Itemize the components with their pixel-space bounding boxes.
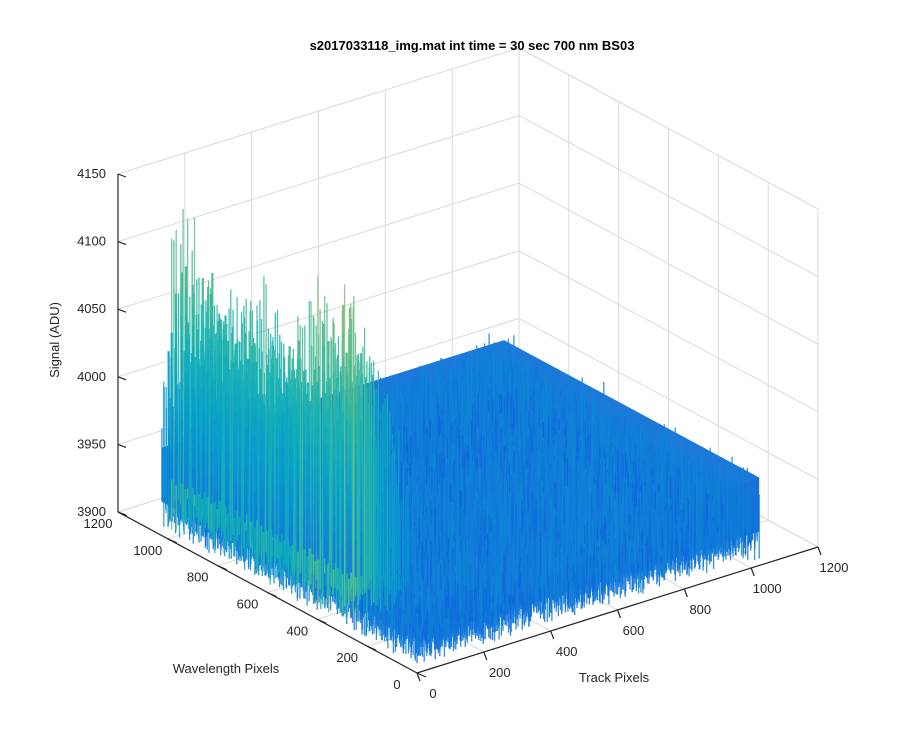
wall-grid-line <box>518 317 819 480</box>
x-tick-label: 800 <box>689 602 711 617</box>
x-tick-mark <box>750 567 755 577</box>
surface-strokes <box>263 430 685 635</box>
x-tick-mark <box>616 609 622 619</box>
y-tick-mark <box>167 538 178 544</box>
surface-strokes <box>446 446 625 556</box>
tick-labels: 0 200 400 600 800 1000 1200 0 200 400 600 800 1000 12… <box>77 166 848 701</box>
surface-strokes <box>538 423 714 521</box>
wall-grid-line <box>518 115 819 278</box>
z-tick-mark <box>117 308 127 313</box>
wall-grid-line <box>117 115 520 243</box>
surface <box>161 208 760 664</box>
chart-title: s2017033118_img.mat int time = 30 sec 70… <box>310 38 635 53</box>
z-tick-label: 4050 <box>77 301 106 316</box>
z-axis-label: Signal (ADU) <box>47 302 62 378</box>
axes <box>117 173 822 682</box>
y-tick-label: 600 <box>237 597 259 612</box>
wall-grid-line <box>518 182 819 345</box>
x-tick-label: 400 <box>556 644 578 659</box>
x-tick-mark <box>416 672 421 682</box>
surface-strokes <box>268 422 719 602</box>
x-tick-label: 0 <box>429 686 436 701</box>
wall-grid-line <box>518 47 819 210</box>
x-tick-mark <box>483 651 488 661</box>
x-tick-mark <box>683 588 688 598</box>
x-tick-mark <box>817 546 822 556</box>
y-tick-label: 1000 <box>133 543 162 558</box>
y-axis-label: Wavelength Pixels <box>173 661 280 676</box>
x-tick-label: 1200 <box>820 560 849 575</box>
z-tick-label: 4150 <box>77 166 106 181</box>
wall-grid-line <box>518 250 819 413</box>
y-tick-mark <box>217 565 227 571</box>
x-tick-label: 1000 <box>753 581 782 596</box>
z-tick-mark <box>117 173 127 178</box>
z-tick-label: 4000 <box>77 369 106 384</box>
y-tick-label: 1200 <box>84 516 113 531</box>
y-tick-mark <box>366 645 377 651</box>
y-tick-label: 800 <box>187 570 209 585</box>
z-tick-label: 3950 <box>77 436 106 451</box>
wall-grid-line <box>117 47 520 175</box>
z-tick-mark <box>117 376 127 381</box>
y-tick-label: 0 <box>393 677 400 692</box>
y-tick-label: 400 <box>286 623 308 638</box>
z-tick-mark <box>117 443 127 448</box>
x-tick-label: 600 <box>623 623 645 638</box>
y-tick-mark <box>267 591 277 598</box>
y-tick-label: 200 <box>336 650 358 665</box>
x-tick-label: 200 <box>489 665 511 680</box>
surface-strokes <box>293 369 377 606</box>
z-tick-label: 3900 <box>77 504 106 519</box>
y-tick-mark <box>317 618 327 624</box>
z-tick-label: 4100 <box>77 234 106 249</box>
x-axis-label: Track Pixels <box>579 670 650 685</box>
y-tick-mark <box>416 672 427 678</box>
z-tick-mark <box>117 511 127 516</box>
x-tick-mark <box>550 630 555 640</box>
z-tick-mark <box>117 241 127 246</box>
